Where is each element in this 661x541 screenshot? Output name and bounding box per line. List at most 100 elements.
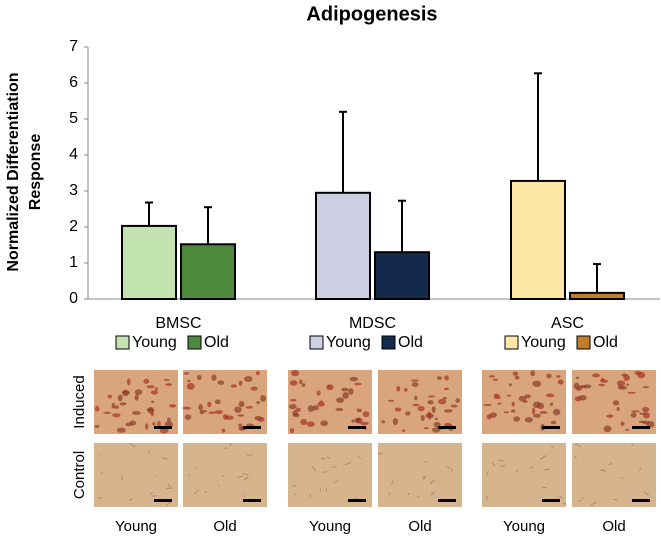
cell-streak bbox=[391, 480, 394, 485]
micrograph-background bbox=[183, 443, 267, 507]
cell-streak bbox=[319, 487, 322, 492]
stain-spot bbox=[545, 393, 555, 398]
stain-spot bbox=[356, 417, 361, 423]
stain-spot bbox=[642, 420, 650, 425]
group-label: MDSC bbox=[349, 315, 396, 332]
cell-streak bbox=[416, 495, 420, 498]
scale-bar bbox=[154, 426, 172, 429]
stain-spot bbox=[238, 423, 243, 427]
stain-spot bbox=[603, 425, 612, 433]
stain-spot bbox=[122, 389, 129, 397]
cell-streak bbox=[381, 452, 383, 454]
stain-spot bbox=[557, 379, 564, 385]
stain-spot bbox=[444, 387, 449, 391]
stain-spot bbox=[125, 422, 132, 427]
cell-streak bbox=[355, 496, 358, 500]
cell-streak bbox=[612, 498, 618, 501]
stain-spot bbox=[335, 407, 344, 412]
cell-streak bbox=[498, 459, 504, 462]
cell-streak bbox=[631, 443, 634, 447]
stain-spot bbox=[316, 390, 321, 396]
stain-spot bbox=[392, 418, 398, 426]
stain-spot bbox=[522, 400, 528, 403]
cell-streak bbox=[344, 462, 351, 466]
column-label: Old bbox=[602, 518, 625, 535]
stain-spot bbox=[546, 373, 552, 379]
stain-spot bbox=[244, 376, 253, 383]
stain-spot bbox=[489, 412, 497, 418]
cell-streak bbox=[150, 492, 153, 495]
stain-spot bbox=[575, 376, 580, 379]
micrograph bbox=[378, 370, 462, 434]
micrograph bbox=[572, 443, 656, 507]
cell-streak bbox=[309, 493, 312, 498]
stain-spot bbox=[573, 382, 580, 390]
legend-swatch bbox=[309, 335, 324, 350]
stain-spot bbox=[111, 402, 115, 409]
cell-streak bbox=[500, 464, 507, 468]
stain-spot bbox=[288, 403, 297, 410]
stain-spot bbox=[300, 418, 308, 426]
y-tick-label: 6 bbox=[69, 74, 78, 91]
cell-streak bbox=[221, 474, 224, 477]
stain-spot bbox=[159, 427, 169, 434]
stain-spot bbox=[356, 408, 362, 413]
group-label: BMSC bbox=[155, 315, 201, 332]
stain-spot bbox=[552, 408, 561, 416]
micrograph-background bbox=[378, 443, 462, 507]
stain-spot bbox=[550, 420, 557, 425]
stain-spot bbox=[583, 384, 592, 389]
column-label: Old bbox=[213, 518, 236, 535]
stain-spot bbox=[483, 403, 492, 407]
stain-spot bbox=[301, 383, 306, 387]
cell-streak bbox=[188, 474, 191, 477]
stain-spot bbox=[514, 375, 520, 380]
stain-spot bbox=[434, 417, 438, 421]
cell-streak bbox=[424, 460, 427, 463]
scale-bar bbox=[542, 499, 560, 502]
stain-spot bbox=[627, 391, 636, 394]
cell-streak bbox=[194, 489, 200, 495]
stain-spot bbox=[394, 407, 402, 412]
stain-spot bbox=[362, 411, 370, 418]
micrograph bbox=[94, 443, 178, 507]
stain-spot bbox=[187, 379, 191, 383]
stain-spot bbox=[531, 407, 536, 415]
bar bbox=[510, 179, 566, 300]
y-tick-label: 1 bbox=[69, 254, 78, 271]
stain-spot bbox=[234, 406, 242, 413]
scale-bar bbox=[154, 499, 172, 502]
y-tick-label: 5 bbox=[69, 110, 78, 127]
stain-spot bbox=[381, 420, 386, 424]
stain-spot bbox=[146, 385, 155, 389]
stain-spot bbox=[539, 411, 548, 414]
stain-spot bbox=[513, 416, 521, 422]
stain-spot bbox=[342, 392, 349, 399]
stain-spot bbox=[549, 402, 553, 407]
stain-spot bbox=[163, 378, 170, 381]
scale-bar bbox=[632, 499, 650, 502]
stain-spot bbox=[150, 390, 158, 395]
stain-spot bbox=[341, 387, 349, 392]
micrograph bbox=[288, 443, 372, 507]
stain-spot bbox=[532, 380, 542, 387]
cell-streak bbox=[292, 484, 297, 487]
micrograph bbox=[183, 442, 267, 507]
stain-spot bbox=[214, 399, 221, 405]
stain-spot bbox=[186, 382, 195, 390]
chart-title: Adipogenesis bbox=[306, 3, 437, 25]
cell-streak bbox=[539, 455, 547, 460]
stain-spot bbox=[606, 414, 614, 418]
stain-spot bbox=[208, 411, 217, 414]
cell-streak bbox=[388, 492, 391, 495]
stain-spot bbox=[94, 424, 100, 428]
stain-spot bbox=[411, 382, 419, 388]
cell-streak bbox=[321, 471, 328, 473]
cell-streak bbox=[121, 476, 123, 481]
cell-streak bbox=[430, 481, 433, 485]
y-tick-label: 7 bbox=[69, 38, 78, 55]
cell-streak bbox=[167, 484, 171, 488]
cell-streak bbox=[486, 470, 489, 476]
stain-spot bbox=[169, 404, 177, 408]
